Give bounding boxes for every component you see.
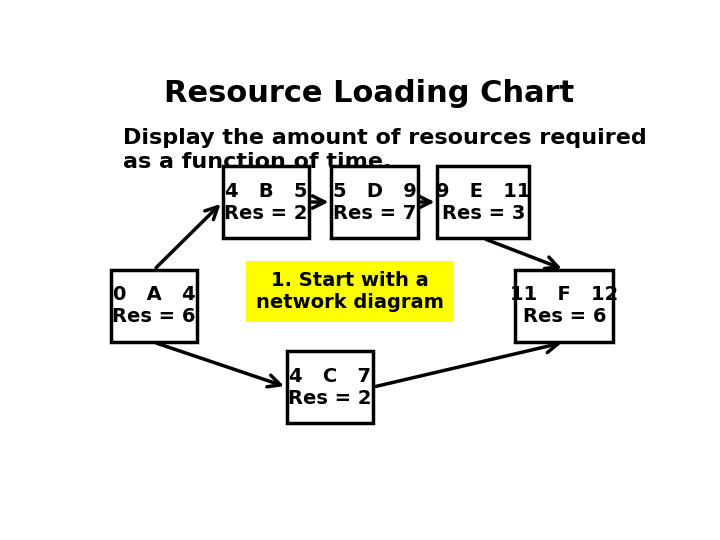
Text: 0   A   4
Res = 6: 0 A 4 Res = 6 [112,286,196,327]
Text: 5   D   9
Res = 7: 5 D 9 Res = 7 [333,181,416,222]
FancyBboxPatch shape [222,166,309,238]
Text: Display the amount of resources required
as a function of time.: Display the amount of resources required… [124,129,647,172]
FancyBboxPatch shape [437,166,529,238]
Text: 11   F   12
Res = 6: 11 F 12 Res = 6 [510,286,618,327]
Text: 4   B   5
Res = 2: 4 B 5 Res = 2 [224,181,307,222]
FancyBboxPatch shape [287,350,373,423]
FancyBboxPatch shape [331,166,418,238]
FancyBboxPatch shape [516,269,613,342]
Text: 4   C   7
Res = 2: 4 C 7 Res = 2 [288,367,372,408]
Text: 9   E   11
Res = 3: 9 E 11 Res = 3 [436,181,531,222]
Text: 1. Start with a
network diagram: 1. Start with a network diagram [256,271,444,312]
FancyBboxPatch shape [111,269,197,342]
Text: Resource Loading Chart: Resource Loading Chart [164,79,574,109]
